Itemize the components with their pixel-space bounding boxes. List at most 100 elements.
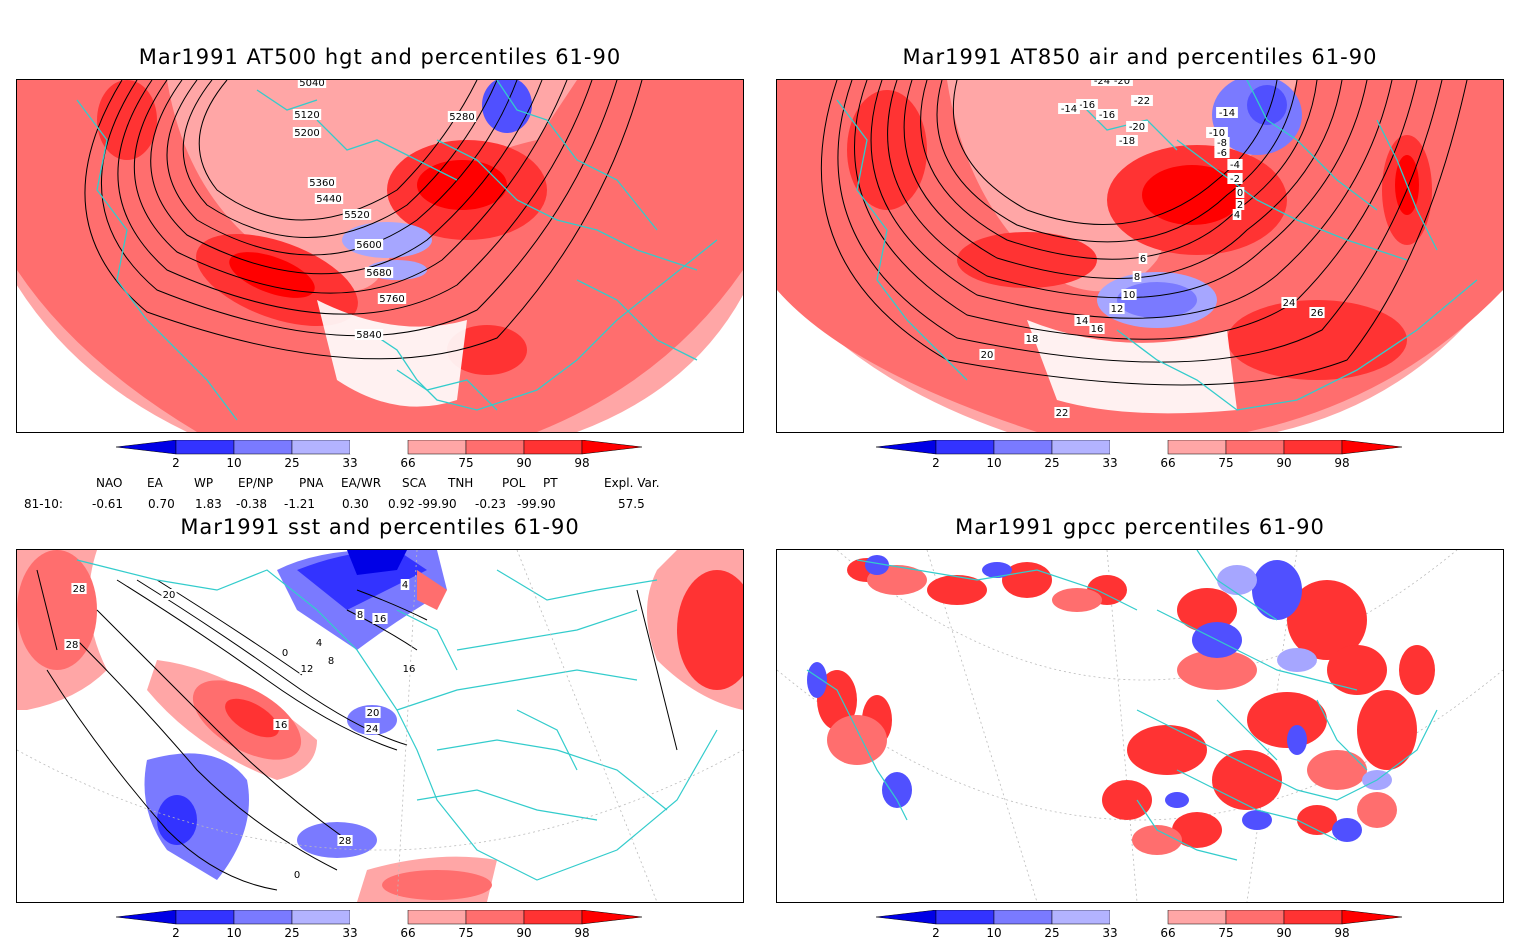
colorbar-tick: 25: [284, 456, 300, 470]
index-value: -0.23: [475, 497, 507, 511]
contour-label-bg: [1091, 80, 1113, 86]
panel-title-gpcc: Mar1991 gpcc percentiles 61-90: [955, 515, 1325, 539]
contour-label: 5440: [316, 194, 341, 205]
contour-label-bg: [372, 613, 388, 624]
index-header: EA: [147, 476, 163, 490]
contour-label-bg: [1109, 303, 1125, 314]
contour-label-bg: [364, 723, 380, 734]
index-header: TNH: [448, 476, 474, 490]
colorbar-tick: 90: [1276, 456, 1292, 470]
panel-title-air: Mar1991 AT850 air and percentiles 61-90: [902, 45, 1378, 69]
colorbar-tick: 98: [1334, 456, 1350, 470]
contour-label-bg: [1309, 307, 1325, 318]
colorbar-tick: 98: [1334, 926, 1350, 940]
index-header: PNA: [299, 476, 324, 490]
contour-label-bg: [979, 349, 995, 360]
contour-label: 12: [301, 664, 314, 675]
colorbar-tick: 66: [400, 926, 416, 940]
contour-label: 4: [316, 638, 322, 649]
contour-label: 8: [357, 610, 363, 621]
contour-label: 18: [1026, 334, 1039, 345]
contour-label: 6: [1140, 254, 1146, 265]
colorbar-tick: 75: [1218, 926, 1234, 940]
contour-label: -20: [1114, 80, 1130, 87]
contour-label-bg: [1216, 107, 1238, 118]
contour-label: -2: [1230, 174, 1240, 185]
contour-label-bg: [1076, 99, 1098, 110]
colorbar-tick: 10: [226, 456, 242, 470]
contour-label: -8: [1217, 138, 1227, 149]
colorbar-swatches: [116, 910, 643, 925]
contour-label-bg: [1096, 109, 1118, 120]
contour-label: -16: [1079, 100, 1095, 111]
index-value: -1.21: [284, 497, 316, 511]
contour-label-bg: [355, 609, 365, 620]
map-panel-gpcc: [776, 549, 1504, 903]
contour-label: -20: [1129, 122, 1145, 133]
colorbar-tick: 75: [1218, 456, 1234, 470]
index-header: Expl. Var.: [604, 476, 660, 490]
contour-label: 5680: [366, 268, 391, 279]
map-panel-sst: 28 28 20 0 4 8 12 16 20 24 28 0 4 8 16 16: [16, 549, 744, 903]
contour-label: 8: [1134, 272, 1140, 283]
colorbar-swatches: [116, 440, 643, 455]
colorbar-tick: 2: [172, 926, 180, 940]
contour-label-bg: [1089, 323, 1105, 334]
index-value: -99.90: [418, 497, 457, 511]
colorbar-swatches: [876, 910, 1403, 925]
map-air-graphic: -24 -20-16-14-22-16-20-18-14-10-8-6-4-202…: [777, 80, 1503, 432]
contour-label-bg: [1132, 271, 1142, 282]
colorbar-tick: 66: [1160, 926, 1176, 940]
contour-label: 16: [275, 720, 288, 731]
contour-label-bg: [1281, 297, 1297, 308]
contour-label: 14: [1076, 316, 1089, 327]
colorbar-tick: 25: [1044, 926, 1060, 940]
contour-label-bg: [1214, 137, 1230, 148]
contour-label-bg: [400, 579, 410, 590]
colorbar-tick: 66: [1160, 456, 1176, 470]
contour-label-bg: [1138, 253, 1148, 264]
contour-label: -24: [1094, 80, 1110, 87]
contour-label-bg: [292, 127, 322, 138]
index-value: -99.90: [517, 497, 556, 511]
contour-label: 16: [403, 664, 416, 675]
map-gpcc-graphic: [777, 550, 1503, 902]
index-header: EP/NP: [238, 476, 274, 490]
contour-label: -18: [1119, 136, 1135, 147]
contour-label: 20: [367, 708, 380, 719]
colorbar-tick: 98: [574, 926, 590, 940]
contour-label: 22: [1056, 408, 1069, 419]
panel-title-sst: Mar1991 sst and percentiles 61-90: [180, 515, 580, 539]
contour-label-bg: [64, 639, 80, 650]
contour-label: 5040: [299, 80, 324, 89]
colorbar-tick: 2: [172, 456, 180, 470]
colorbar-swatches: [876, 440, 1403, 455]
contour-label-bg: [1235, 199, 1245, 210]
contour-label: 28: [339, 836, 352, 847]
colorbar-tick: 2: [932, 456, 940, 470]
contour-label: 5760: [379, 294, 404, 305]
index-value: 57.5: [618, 497, 645, 511]
contour-label-bg: [280, 647, 290, 658]
contour-label-bg: [1214, 147, 1230, 158]
contour-label: 2: [1237, 200, 1243, 211]
contour-label-bg: [1024, 333, 1040, 344]
index-value: 0.30: [342, 497, 369, 511]
colorbar-sst: 2 10 25 33 66 75 90 98: [116, 910, 646, 944]
contour-label: 20: [981, 350, 994, 361]
index-value: -0.38: [236, 497, 268, 511]
contour-label: 10: [1123, 290, 1136, 301]
contour-label-bg: [292, 869, 302, 880]
contour-label: 0: [282, 648, 288, 659]
contour-label: 5520: [344, 210, 369, 221]
colorbar-tick: 90: [1276, 926, 1292, 940]
colorbar-hgt: 2 10 25 33 66 75 90 98: [116, 440, 646, 474]
contour-label-bg: [297, 80, 327, 88]
contour-label-bg: [377, 293, 407, 304]
contour-label: 4: [402, 580, 408, 591]
contour-label-bg: [1054, 407, 1070, 418]
index-value: 1.83: [195, 497, 222, 511]
contour-label-bg: [1227, 159, 1243, 170]
colorbar-tick: 33: [1102, 926, 1118, 940]
contour-label-bg: [292, 109, 322, 120]
